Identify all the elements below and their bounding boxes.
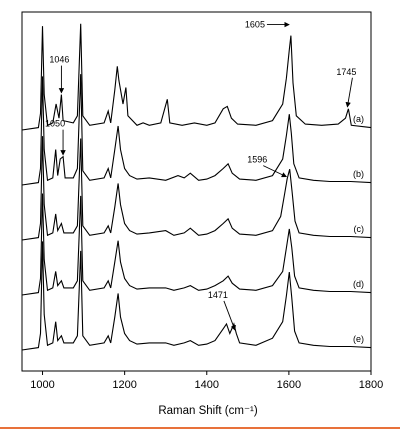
x-tick-label-1400: 1400: [195, 379, 219, 391]
x-tick-label-1000: 1000: [30, 379, 54, 391]
annotation-1596: 1596: [247, 155, 267, 165]
x-tick-label-1600: 1600: [277, 379, 301, 391]
x-axis-ticks: 1000 1200 1400 1600 1800: [30, 371, 383, 391]
series-label-1: (a): [353, 114, 364, 124]
series-label-2: (b): [353, 169, 364, 179]
series-line-3: [21, 136, 372, 241]
series-label-5: (e): [353, 334, 364, 344]
x-axis-label: Raman Shift (cm⁻¹): [158, 405, 258, 417]
series-line-4: [21, 193, 372, 296]
annotation-layer: 1605 1046 1745 1050 1596 1471: [45, 20, 356, 331]
series-line-5: [21, 241, 372, 351]
annotation-1471: 1471: [208, 290, 228, 300]
series-label-4: (d): [353, 279, 364, 289]
annotation-1050: 1050: [45, 119, 65, 129]
annotation-arrow-1596: [263, 165, 288, 178]
annotation-arrow-1471: [223, 300, 236, 331]
series-label-3: (c): [354, 224, 365, 234]
series-line-1: [21, 23, 372, 131]
annotation-1046: 1046: [49, 55, 69, 65]
x-tick-label-1200: 1200: [112, 379, 136, 391]
annotation-arrow-1745: [345, 77, 353, 108]
footer-divider: [0, 427, 400, 429]
annotation-1745: 1745: [336, 67, 356, 77]
plot-frame: [21, 11, 372, 372]
series-line-2: [21, 74, 372, 186]
annotation-1605: 1605: [245, 20, 265, 30]
x-tick-label-1800: 1800: [359, 379, 383, 391]
series-layer: (a) (b) (c) (d) (e): [21, 23, 372, 351]
